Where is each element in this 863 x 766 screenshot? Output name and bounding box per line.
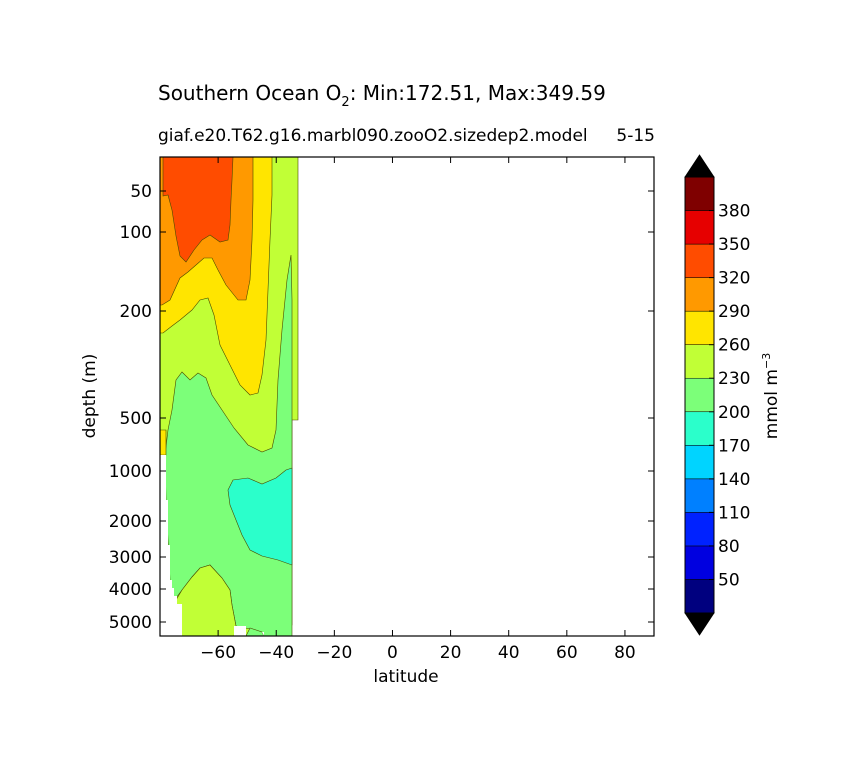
colorbar-tick-label: 200 [718, 403, 750, 423]
x-tick-label: 80 [614, 643, 636, 663]
colorbar-tick-label: 320 [718, 269, 750, 289]
y-tick-label: 2000 [109, 512, 152, 532]
y-tick-label: 50 [130, 182, 152, 202]
colorbar-tick-label: 380 [718, 202, 750, 222]
plot-frame [159, 156, 655, 637]
y-axis-label: depth (m) [80, 354, 100, 439]
y-tick-label: 1000 [109, 462, 152, 482]
x-tick-label: 60 [556, 643, 578, 663]
colorbar-tick-label: 290 [718, 302, 750, 322]
colorbar-extend-max [684, 154, 715, 178]
chart-subtitle-right: 5-15 [616, 126, 655, 146]
colorbar-frame [684, 176, 715, 614]
y-tick-label: 4000 [109, 580, 152, 600]
y-tick-label: 5000 [109, 613, 152, 633]
contour-fill-left-260-290 [160, 429, 167, 456]
colorbar: 50 80 110 140 170 200 230 260 290 320 350 380 [684, 154, 750, 636]
colorbar-tick-label: 260 [718, 336, 750, 356]
colorbar-segment [684, 445, 715, 480]
x-tick-label: −60 [200, 643, 236, 663]
colorbar-segment [684, 310, 715, 345]
missing-data-mask [160, 455, 264, 636]
colorbar-label-superscript: −3 [760, 353, 773, 369]
colorbar-segment [684, 277, 715, 312]
colorbar-segment [684, 377, 715, 413]
x-axis: −60 −40 −20 0 20 40 60 80 [200, 157, 636, 663]
plot-area: −60 −40 −20 0 20 40 60 80 50 100 200 500 1000 2000 30… [109, 156, 655, 663]
x-axis-label: latitude [373, 667, 438, 687]
contour-fill-group [160, 157, 299, 636]
colorbar-tick-label: 110 [718, 503, 750, 523]
chart-subtitle: giaf.e20.T62.g16.marbl090.zooO2.sizedep2… [158, 126, 588, 146]
colorbar-segment [684, 344, 715, 379]
colorbar-tick-label: 50 [718, 570, 740, 590]
colorbar-tick-label: 170 [718, 436, 750, 456]
x-tick-label: 40 [498, 643, 520, 663]
y-tick-label: 100 [120, 223, 152, 243]
y-axis: 50 100 200 500 1000 2000 3000 4000 5000 [109, 182, 654, 633]
colorbar-segment [684, 243, 715, 278]
colorbar-tick-label: 140 [718, 470, 750, 490]
y-tick-label: 500 [120, 409, 152, 429]
colorbar-segment [684, 579, 715, 614]
x-tick-label: −20 [316, 643, 352, 663]
colorbar-label: mmol m−3 [760, 353, 782, 439]
x-tick-label: 0 [387, 643, 398, 663]
colorbar-segment [684, 210, 715, 245]
colorbar-segment [684, 176, 715, 211]
chart-title: Southern Ocean O2: Min:172.51, Max:349.5… [158, 81, 606, 110]
colorbar-segment [684, 478, 715, 513]
contour-fill-deep-230-260 [175, 564, 237, 636]
x-tick-label: 20 [440, 643, 462, 663]
y-tick-label: 200 [120, 302, 152, 322]
colorbar-segment [684, 411, 715, 446]
colorbar-extend-min [684, 612, 715, 636]
colorbar-segment [684, 512, 715, 547]
colorbar-tick-label: 80 [718, 537, 740, 557]
colorbar-segment [684, 545, 715, 580]
colorbar-tick-label: 230 [718, 369, 750, 389]
contour-fill-170-200 [227, 467, 293, 566]
title-subscript: 2 [341, 95, 349, 110]
y-tick-label: 3000 [109, 548, 152, 568]
contour-fill-320-350 [162, 157, 234, 263]
colorbar-tick-label: 350 [718, 235, 750, 255]
x-tick-label: −40 [258, 643, 294, 663]
